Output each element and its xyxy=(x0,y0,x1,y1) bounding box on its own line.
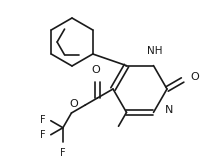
Text: N: N xyxy=(165,105,173,115)
Text: O: O xyxy=(191,72,199,82)
Text: F: F xyxy=(40,130,46,140)
Text: F: F xyxy=(60,148,66,158)
Text: F: F xyxy=(40,115,46,125)
Text: O: O xyxy=(70,99,78,109)
Text: NH: NH xyxy=(147,46,162,56)
Text: O: O xyxy=(91,65,100,75)
